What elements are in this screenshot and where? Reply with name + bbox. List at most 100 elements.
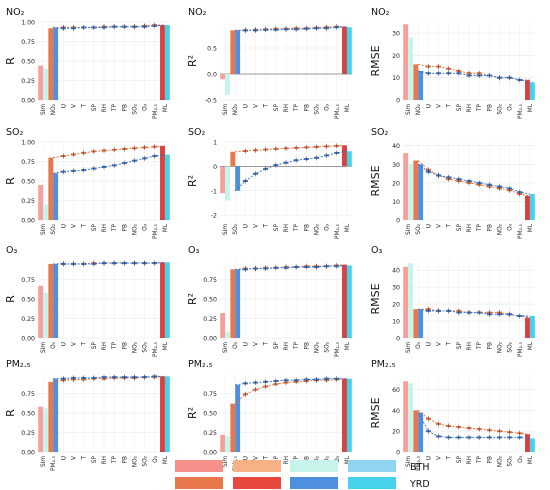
legend-swatch	[175, 477, 223, 489]
x-tick-label: V	[254, 342, 260, 346]
x-tick-label: RH	[284, 104, 290, 112]
x-tick-label: U	[61, 104, 67, 108]
x-tick-label: V	[254, 104, 260, 108]
y-tick-label: 0.00	[21, 218, 35, 225]
x-tick-label: PB	[304, 456, 310, 463]
y-tick-label: 0.75	[21, 159, 35, 166]
y-tick-label: 0.50	[21, 297, 35, 304]
bar-single-yrd	[418, 164, 424, 220]
x-tick-label: SO₂	[51, 224, 57, 235]
bar-sim-bth	[220, 313, 226, 338]
x-tick-label: TP	[294, 224, 300, 233]
y-tick-label: -2	[211, 213, 217, 220]
bar-sim-bth	[403, 266, 409, 338]
y-tick-label: 0.75	[203, 391, 217, 398]
x-tick-label: PM₂.₅	[335, 341, 341, 357]
bar-single-bth	[413, 64, 419, 100]
x-tick-label: ML	[345, 341, 351, 350]
bar-single-bth	[230, 151, 236, 167]
x-tick-label: SO₂	[416, 224, 422, 235]
x-tick-label: O₃	[518, 455, 524, 463]
bar-sim-yrd	[408, 263, 413, 338]
chart-panel: 0.000.250.500.75PM₂.₅R²SimPM₂.₅UVTSPRHTP…	[186, 359, 352, 471]
chart-panel: -2 -1 0 1 SO₂ R² Sim SO₂ U V T SP RH TP PB NO₂ O₃ PM₂.₅ ML	[186, 127, 352, 239]
x-tick-label: U	[243, 104, 249, 108]
x-tick-label: RH	[467, 342, 473, 350]
x-tick-label: SO₂	[508, 456, 514, 467]
y-tick-label: 1.00	[21, 20, 35, 27]
bar-sim-yrd	[43, 68, 48, 100]
panel-title: SO₂	[371, 127, 389, 138]
bar-single-bth	[413, 410, 419, 452]
x-tick-label: TP	[294, 104, 300, 113]
x-tick-label: T	[82, 104, 88, 109]
y-axis-label: R²	[186, 407, 199, 419]
x-tick-label: NO₂	[132, 342, 138, 353]
y-tick-label: 0.25	[21, 198, 35, 205]
bar-single-bth	[48, 28, 54, 101]
y-tick-label: 1	[213, 140, 217, 147]
y-tick-label: 20	[392, 429, 400, 436]
y-tick-label: 0.25	[203, 430, 217, 437]
bar-sim-bth	[38, 285, 44, 338]
x-tick-label: PB	[122, 456, 128, 463]
x-tick-label: RH	[102, 224, 108, 232]
x-tick-label: RH	[102, 456, 108, 464]
chart-panel: 0 20 40 60 PM₂.₅ RMSE Sim PM₂.₅ U V T SP RH TP PB NO₂ SO…	[369, 359, 535, 471]
y-tick-label: -1	[211, 188, 217, 195]
bar-single-yrd	[418, 309, 424, 338]
x-tick-label: PB	[122, 342, 128, 349]
y-tick-label: 10	[392, 319, 400, 326]
x-tick-label: PM₂.₅	[335, 103, 341, 119]
x-tick-label: O₃	[416, 341, 422, 349]
bar-single-bth	[48, 263, 54, 338]
y-tick-label: 0.75	[203, 277, 217, 284]
x-tick-label: ML	[163, 341, 169, 350]
x-tick-label: SP	[274, 104, 280, 112]
x-tick-label: TP	[112, 224, 118, 233]
x-tick-label: TP	[294, 456, 300, 465]
x-tick-label: NO₂	[51, 104, 57, 115]
x-tick-label: T	[82, 342, 88, 347]
x-tick-label: NO₂	[132, 456, 138, 467]
x-tick-label: SP	[274, 342, 280, 350]
x-tick-label: U	[61, 342, 67, 346]
x-tick-label: SP	[274, 224, 280, 232]
x-tick-label: TP	[477, 224, 483, 233]
bar-single-yrd	[53, 378, 59, 452]
bar-ml-bth	[342, 378, 347, 452]
y-tick-label: 0.25	[21, 316, 35, 323]
bar-single-yrd	[418, 71, 424, 100]
y-tick-label: 0.00	[21, 450, 35, 457]
y-axis-label: RMSE	[369, 45, 382, 76]
bar-sim-yrd	[225, 331, 230, 338]
y-tick-label: 0.50	[21, 411, 35, 418]
y-tick-label: 0.25	[21, 78, 35, 85]
x-tick-label: TP	[112, 104, 118, 113]
x-tick-label: SP	[92, 342, 98, 350]
x-tick-label: T	[264, 342, 270, 347]
y-axis-label: RMSE	[369, 397, 382, 428]
legend-swatch	[348, 477, 396, 489]
x-tick-label: Sim	[41, 224, 47, 235]
bar-single-yrd	[418, 412, 424, 452]
y-tick-label: 0	[396, 450, 400, 457]
x-tick-label: PM₂.₅	[518, 223, 524, 239]
legend-swatch	[233, 477, 281, 489]
y-tick-label: 30	[392, 285, 400, 292]
y-tick-label: 10	[392, 75, 400, 82]
y-tick-label: 20	[392, 53, 400, 60]
x-tick-label: Sim	[223, 224, 229, 235]
x-tick-label: T	[82, 456, 88, 461]
x-tick-label: ML	[528, 341, 534, 350]
x-tick-label: PB	[122, 224, 128, 231]
x-tick-label: TP	[294, 342, 300, 351]
x-tick-label: SO₂	[132, 104, 138, 115]
x-tick-label: SP	[457, 342, 463, 350]
panel-title: O₃	[371, 245, 382, 256]
x-tick-label: Sim	[223, 104, 229, 115]
bar-single-yrd	[53, 263, 59, 338]
x-tick-label: TP	[477, 104, 483, 113]
